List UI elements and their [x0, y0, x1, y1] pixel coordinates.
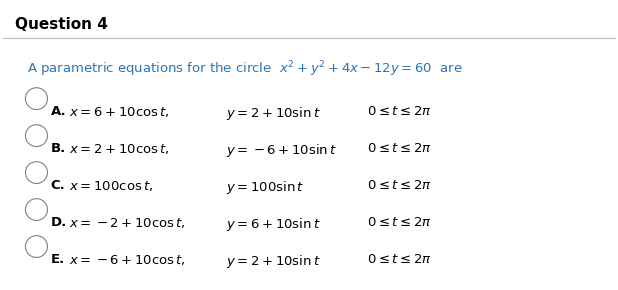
- Text: $0 \leq t \leq 2\pi$: $0 \leq t \leq 2\pi$: [367, 105, 432, 118]
- Text: $y=-6+10\sin t$: $y=-6+10\sin t$: [226, 142, 337, 159]
- Text: $0 \leq t \leq 2\pi$: $0 \leq t \leq 2\pi$: [367, 216, 432, 229]
- Text: A.: A.: [51, 105, 66, 118]
- Text: B.: B.: [51, 142, 66, 155]
- Text: $y=2+10\sin t$: $y=2+10\sin t$: [226, 105, 321, 122]
- Text: $x=100\cos t,$: $x=100\cos t,$: [69, 179, 153, 193]
- Text: $x=6+10\cos t,$: $x=6+10\cos t,$: [69, 105, 169, 119]
- Text: $0 \leq t \leq 2\pi$: $0 \leq t \leq 2\pi$: [367, 142, 432, 155]
- Text: D.: D.: [51, 216, 67, 229]
- Text: $0 \leq t \leq 2\pi$: $0 \leq t \leq 2\pi$: [367, 253, 432, 266]
- Text: $x=-2+10\cos t,$: $x=-2+10\cos t,$: [69, 216, 185, 230]
- Text: $x=-6+10\cos t,$: $x=-6+10\cos t,$: [69, 253, 185, 267]
- Text: E.: E.: [51, 253, 65, 266]
- Text: $y=2+10\sin t$: $y=2+10\sin t$: [226, 253, 321, 270]
- Text: $0 \leq t \leq 2\pi$: $0 \leq t \leq 2\pi$: [367, 179, 432, 192]
- Text: $y=100\sin t$: $y=100\sin t$: [226, 179, 305, 196]
- Text: A parametric equations for the circle  $x^2+y^2+4x-12y=60$  are: A parametric equations for the circle $x…: [27, 60, 463, 79]
- Text: Question 4: Question 4: [15, 17, 108, 32]
- Text: $x=2+10\cos t,$: $x=2+10\cos t,$: [69, 142, 169, 156]
- Text: C.: C.: [51, 179, 66, 192]
- Text: $y=6+10\sin t$: $y=6+10\sin t$: [226, 216, 321, 233]
